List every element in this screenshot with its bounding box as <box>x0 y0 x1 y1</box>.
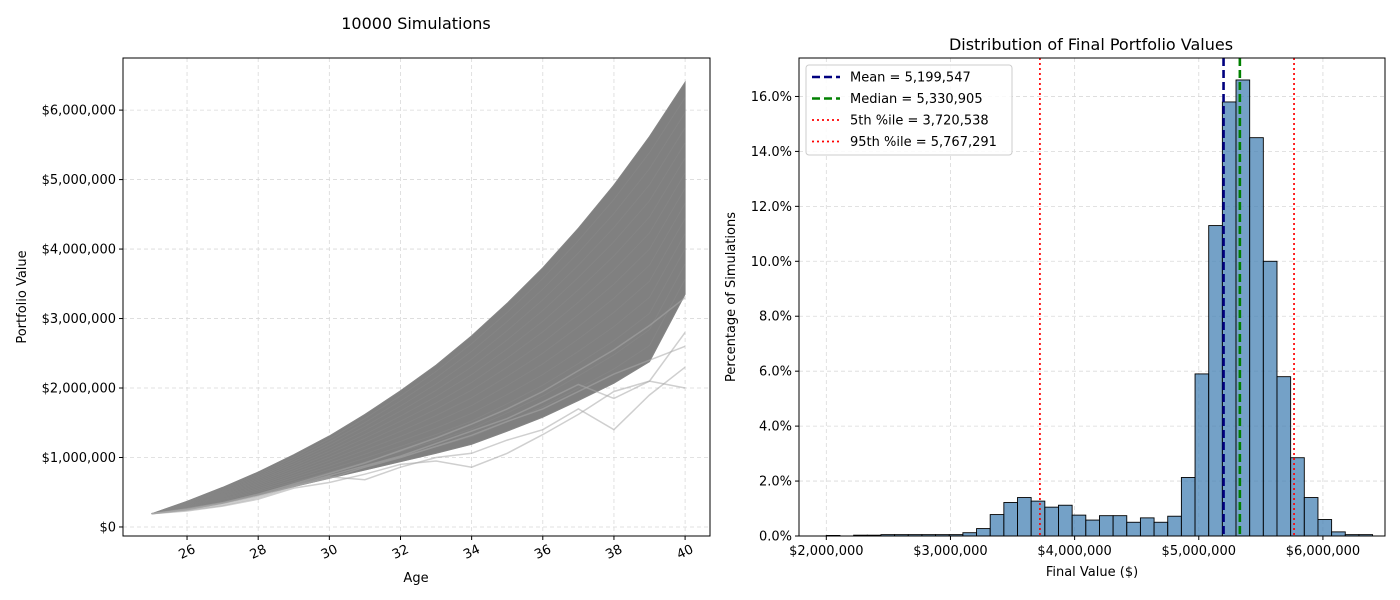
histogram-bar <box>1194 373 1210 537</box>
right-x-ticks: $2,000,000 $3,000,000 $4,000,000 $5,000,000… <box>789 536 1360 559</box>
right-chart: Distribution of Final Portfolio Values $… <box>724 35 1386 580</box>
histogram-bar <box>1139 517 1155 537</box>
left-x-tick-label: 34 <box>461 542 482 563</box>
histogram-bar <box>976 528 991 537</box>
right-x-axis-label: Final Value ($) <box>1046 565 1138 580</box>
right-y-tick-label: 2.0% <box>759 475 792 490</box>
left-chart: 26 28 30 32 34 36 38 40 $0$1,000,000$2,000,000$… <box>15 57 711 586</box>
right-y-tick-label: 16.0% <box>751 90 792 105</box>
left-y-ticks: $0 $1,000,000 $2,000,000 $3,000,000 $4,000,0… <box>42 104 123 535</box>
histogram-bar <box>1331 531 1346 537</box>
left-y-axis-label: Portfolio Value <box>15 250 30 343</box>
histogram-bar <box>1317 519 1333 537</box>
simulation-path <box>151 112 686 515</box>
histogram-bar <box>1098 515 1114 537</box>
right-plot-frame <box>798 57 1386 537</box>
simulation-path <box>151 248 686 515</box>
simulation-path <box>151 127 686 515</box>
left-y-tick-label: $1,000,000 <box>42 451 116 466</box>
left-y-tick-label: $2,000,000 <box>42 382 116 397</box>
simulation-path <box>151 233 686 515</box>
simulation-path-outlier <box>151 331 686 515</box>
left-x-tick-label: 38 <box>603 542 624 563</box>
histogram-bar <box>1290 457 1305 537</box>
right-x-tick-label: $5,000,000 <box>1162 544 1236 559</box>
legend-label: Mean = 5,199,547 <box>850 71 971 86</box>
left-y-tick-label: $6,000,000 <box>42 104 116 119</box>
left-y-tick-label: $3,000,000 <box>42 312 116 327</box>
left-x-tick-label: 40 <box>675 542 696 563</box>
legend-label: Median = 5,330,905 <box>850 92 983 107</box>
legend-label: 95th %ile = 5,767,291 <box>850 135 997 150</box>
right-y-tick-label: 8.0% <box>759 310 792 325</box>
left-lines <box>151 80 686 515</box>
right-x-tick-label: $2,000,000 <box>789 544 863 559</box>
histogram-bar <box>1153 521 1169 537</box>
simulation-path <box>151 142 686 515</box>
histogram-bar <box>1112 515 1128 537</box>
right-y-tick-label: 10.0% <box>751 255 792 270</box>
right-y-tick-label: 14.0% <box>751 145 792 160</box>
right-x-tick-label: $4,000,000 <box>1037 544 1111 559</box>
histogram-bar <box>1235 79 1251 537</box>
figure-title: 10000 Simulations <box>341 14 491 33</box>
histogram-bar <box>1017 497 1032 537</box>
simulation-path <box>151 97 686 515</box>
histogram-bar <box>1071 514 1087 537</box>
legend-label: 5th %ile = 3,720,538 <box>850 114 989 129</box>
histogram-bar <box>1262 260 1278 537</box>
simulation-path <box>151 203 686 515</box>
left-y-tick-label: $4,000,000 <box>42 243 116 258</box>
histogram-bar <box>1303 497 1319 537</box>
simulation-path-outlier <box>151 366 686 515</box>
histogram-bar <box>1085 519 1100 537</box>
left-y-tick-label: $0 <box>99 520 116 535</box>
left-x-ticks: 26 28 30 32 34 36 38 40 <box>177 536 696 563</box>
right-y-ticks: 0.0% 2.0% 4.0% 6.0% 8.0% 10.0% 12.0% 14.0% 16.0% <box>751 90 799 545</box>
histogram-bar <box>1276 376 1292 537</box>
simulation-path <box>151 263 686 515</box>
histogram-bar <box>1058 504 1073 537</box>
right-stat-lines <box>1039 58 1295 536</box>
simulation-path <box>151 82 686 515</box>
left-x-axis-label: Age <box>403 571 428 586</box>
left-y-tick-label: $5,000,000 <box>42 173 116 188</box>
histogram-bar <box>1044 506 1059 537</box>
legend-box <box>805 64 1013 156</box>
histogram-bar <box>1180 477 1196 537</box>
histogram-bar <box>1208 225 1223 537</box>
right-x-tick-label: $3,000,000 <box>913 544 987 559</box>
left-x-tick-label: 36 <box>532 542 553 563</box>
right-chart-title: Distribution of Final Portfolio Values <box>949 35 1233 54</box>
left-plot-frame <box>122 57 711 537</box>
simulation-path-outlier <box>151 297 686 515</box>
simulation-path <box>151 218 686 515</box>
left-x-tick-label: 26 <box>177 542 198 563</box>
right-y-tick-label: 12.0% <box>751 200 792 215</box>
left-x-tick-label: 32 <box>390 542 411 563</box>
histogram-bar <box>1249 137 1264 537</box>
left-x-tick-label: 28 <box>248 542 269 563</box>
simulation-path <box>151 188 686 515</box>
histogram-bar <box>989 514 1005 537</box>
simulation-path <box>151 157 686 515</box>
right-y-tick-label: 6.0% <box>759 365 792 380</box>
histogram-bar <box>1126 521 1141 537</box>
right-y-axis-label: Percentage of Simulations <box>724 212 739 382</box>
histogram-bar <box>1030 500 1046 537</box>
legend: Mean = 5,199,547 Median = 5,330,905 5th %i… <box>805 64 1013 156</box>
right-x-tick-label: $6,000,000 <box>1286 544 1360 559</box>
simulation-path <box>151 172 686 515</box>
histogram-bar <box>1003 502 1018 537</box>
right-y-tick-label: 4.0% <box>759 420 792 435</box>
histogram-bar <box>1167 515 1182 537</box>
right-y-tick-label: 0.0% <box>759 530 792 545</box>
left-x-tick-label: 30 <box>319 542 340 563</box>
